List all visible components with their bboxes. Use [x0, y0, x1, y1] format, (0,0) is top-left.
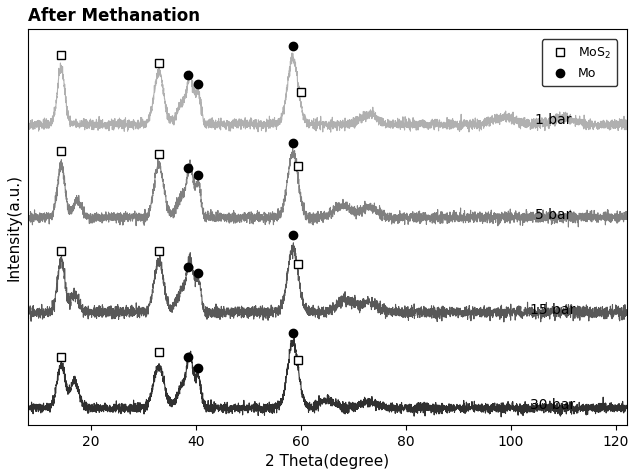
X-axis label: 2 Theta(degree): 2 Theta(degree): [265, 454, 389, 469]
Text: 30 bar: 30 bar: [530, 398, 575, 412]
Legend: MoS$_2$, Mo: MoS$_2$, Mo: [542, 40, 618, 86]
Text: 15 bar: 15 bar: [530, 303, 575, 317]
Y-axis label: Intensity(a.u.): Intensity(a.u.): [7, 174, 22, 280]
Text: After Methanation: After Methanation: [27, 7, 200, 25]
Text: 1 bar: 1 bar: [535, 113, 571, 127]
Text: 5 bar: 5 bar: [535, 208, 571, 222]
